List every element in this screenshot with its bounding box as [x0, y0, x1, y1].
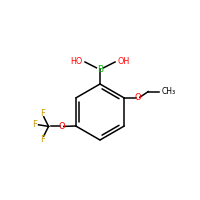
Text: F: F [41, 109, 45, 118]
Text: O: O [135, 94, 141, 102]
Text: CH₃: CH₃ [161, 87, 175, 96]
Text: F: F [41, 135, 45, 144]
Text: B: B [97, 64, 103, 73]
Text: O: O [59, 122, 65, 131]
Text: OH: OH [117, 56, 130, 66]
Text: F: F [32, 120, 37, 129]
Text: HO: HO [70, 56, 83, 66]
